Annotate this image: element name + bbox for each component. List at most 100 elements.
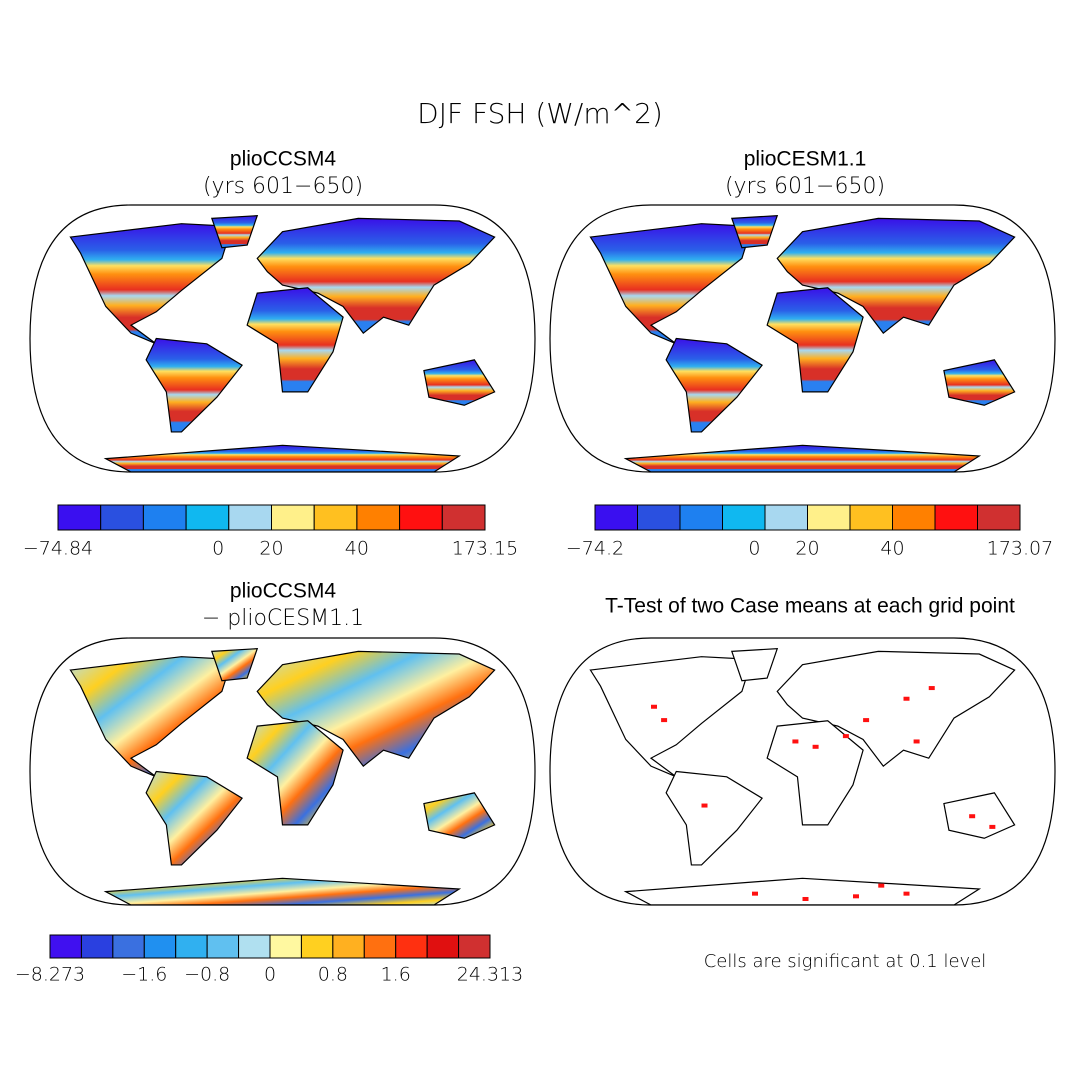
- map: [69, 648, 496, 905]
- land: [256, 650, 496, 768]
- colorbar-box: [977, 504, 1021, 531]
- panel-title: T-Test of two Case means at each grid po…: [605, 595, 1015, 618]
- colorbar-box: [426, 934, 460, 959]
- map-frame: [29, 637, 536, 906]
- significant-cell: [989, 824, 996, 829]
- significant-cell: [913, 739, 920, 744]
- colorbar-box: [49, 934, 82, 959]
- land: [665, 337, 763, 433]
- colorbar-label: −8.273: [15, 964, 85, 986]
- colorbar-box: [849, 504, 893, 531]
- panel-subtitle: − plioCESM1.1: [202, 606, 364, 631]
- significant-cell: [903, 696, 910, 701]
- land: [766, 720, 864, 826]
- land: [103, 877, 462, 905]
- colorbar-box: [100, 504, 144, 531]
- colorbar-box: [206, 934, 240, 959]
- significant-cell: [661, 718, 668, 723]
- land: [766, 287, 864, 393]
- significant-cell: [969, 814, 976, 819]
- colorbar-box: [594, 504, 638, 531]
- colorbar-box: [458, 934, 491, 959]
- panel-note: Cells are significant at 0.1 level: [704, 951, 987, 972]
- colorbar-box: [175, 934, 208, 959]
- map-frame: [29, 204, 536, 473]
- colorbar-box: [185, 504, 230, 531]
- colorbar-label: 0.8: [318, 964, 348, 986]
- panel-title: plioCCSM4: [230, 148, 337, 171]
- land: [103, 444, 462, 472]
- land: [943, 359, 1016, 406]
- significant-cell: [928, 686, 935, 691]
- land: [623, 444, 982, 472]
- figure-title: DJF FSH (W/m^2): [417, 97, 663, 130]
- colorbar-box: [399, 504, 443, 531]
- colorbar-label: 40: [345, 538, 369, 560]
- colorbar-box: [679, 504, 723, 531]
- colorbar-box: [80, 934, 114, 959]
- map: [589, 648, 1016, 905]
- land: [69, 223, 233, 345]
- colorbar-box: [892, 504, 936, 531]
- land: [623, 877, 982, 905]
- map: [69, 215, 496, 472]
- significant-cell: [651, 704, 657, 709]
- colorbar-label: 0: [212, 538, 224, 560]
- colorbar-label: −0.8: [184, 964, 230, 986]
- land: [589, 223, 753, 345]
- significant-cell: [792, 739, 799, 744]
- significant-cell: [842, 734, 849, 739]
- significant-cell: [802, 896, 809, 901]
- land: [423, 359, 496, 406]
- colorbar-box: [269, 934, 302, 959]
- panel-subtitle: (yrs 601−650): [203, 174, 363, 199]
- land: [246, 287, 344, 393]
- significant-cell: [812, 744, 819, 749]
- colorbar-box: [332, 934, 365, 959]
- panel-title: plioCESM1.1: [744, 148, 867, 171]
- colorbar-box: [271, 504, 315, 531]
- land: [730, 215, 779, 249]
- significant-cell: [701, 803, 708, 808]
- colorbar-box: [637, 504, 681, 531]
- land: [210, 648, 259, 682]
- land: [210, 215, 259, 249]
- significant-cell: [752, 891, 758, 896]
- colorbar-label: −1.6: [121, 964, 167, 986]
- colorbar-box: [363, 934, 397, 959]
- land: [423, 792, 496, 839]
- colorbar-label: −74.84: [23, 538, 93, 560]
- colorbar-box: [764, 504, 808, 531]
- colorbar-box: [142, 504, 187, 531]
- colorbar-box: [722, 504, 766, 531]
- panel-subtitle: (yrs 601−650): [725, 174, 885, 199]
- colorbar-box: [112, 934, 145, 959]
- land: [730, 648, 779, 682]
- colorbar-label: 20: [795, 538, 819, 560]
- colorbar-box: [807, 504, 851, 531]
- colorbar-box: [395, 934, 428, 959]
- land: [145, 770, 243, 866]
- map: [589, 215, 1016, 472]
- land: [776, 650, 1016, 768]
- panel-title: plioCCSM4: [230, 580, 337, 603]
- colorbar-box: [57, 504, 102, 531]
- land: [665, 770, 763, 866]
- colorbar-label: 24.313: [457, 964, 523, 986]
- colorbar-label: 1.6: [381, 964, 411, 986]
- colorbar-box: [313, 504, 358, 531]
- colorbar-label: 173.07: [987, 538, 1053, 560]
- significant-cell: [853, 894, 859, 899]
- colorbar-box: [228, 504, 273, 531]
- land: [943, 792, 1016, 839]
- map-frame: [549, 637, 1056, 906]
- colorbar-label: 0: [264, 964, 276, 986]
- colorbar-box: [300, 934, 334, 959]
- land: [256, 217, 496, 335]
- colorbar-box: [934, 504, 978, 531]
- land: [776, 217, 1016, 335]
- significant-cell: [903, 891, 910, 896]
- colorbar-box: [356, 504, 401, 531]
- colorbar-label: 0: [748, 538, 760, 560]
